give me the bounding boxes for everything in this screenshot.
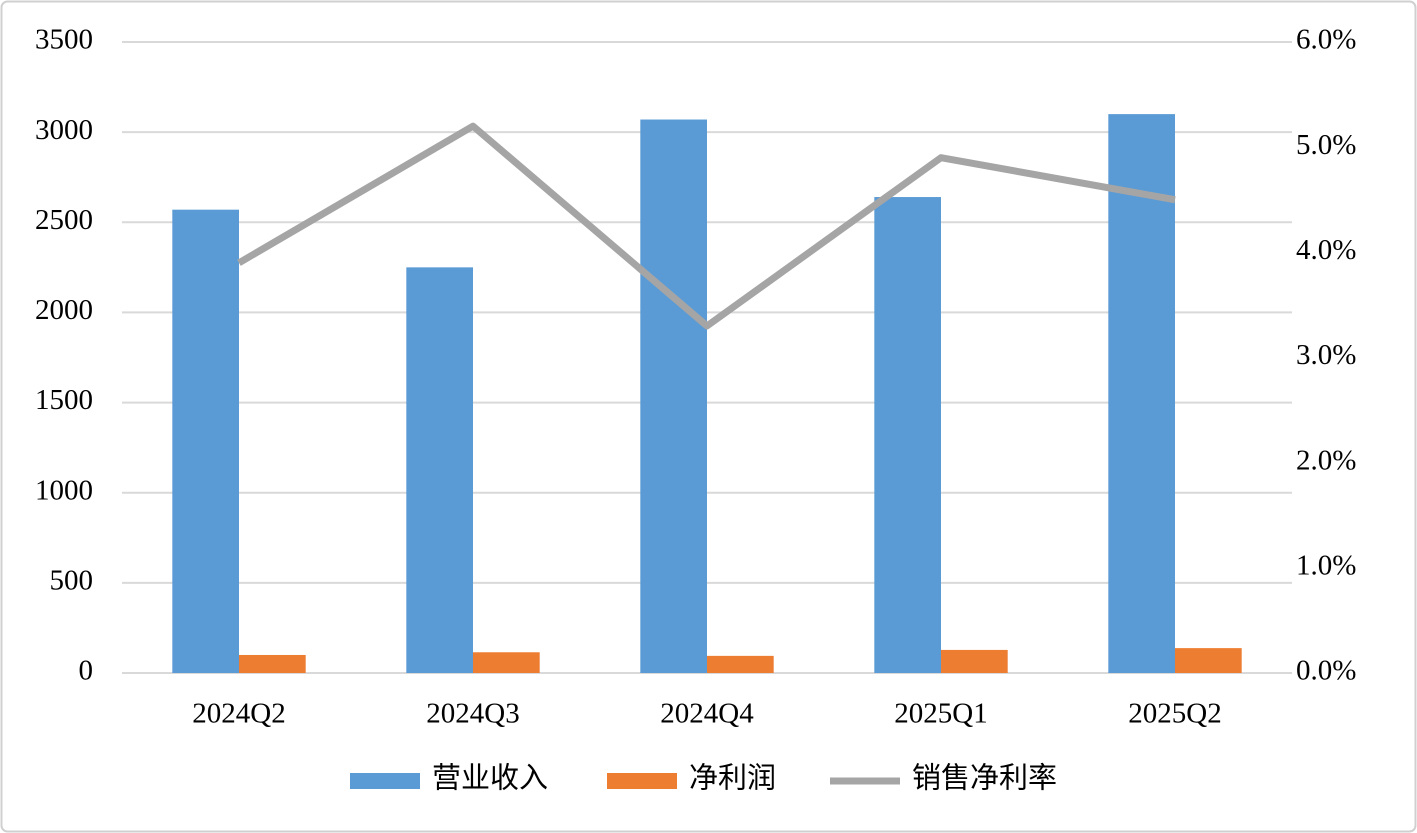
y-tick-label: 1000 <box>35 474 93 506</box>
legend-swatch <box>607 773 677 789</box>
x-tick-label: 2024Q2 <box>192 698 285 730</box>
legend-label: 营业收入 <box>432 762 548 795</box>
y-tick-label: 1500 <box>35 384 93 416</box>
legend-swatch <box>350 773 420 789</box>
x-tick-label: 2025Q2 <box>1128 698 1221 730</box>
y-tick-label: 3500 <box>35 24 93 56</box>
y-tick-label: 0 <box>79 655 94 687</box>
y-tick-label: 3000 <box>35 114 93 146</box>
bar <box>473 652 540 673</box>
bar <box>941 649 1008 673</box>
bar <box>1108 114 1175 674</box>
bar <box>640 119 707 674</box>
x-tick-label: 2024Q4 <box>660 698 754 730</box>
y-tick-label: 2000 <box>35 294 93 326</box>
y2-tick-label: 1.0% <box>1296 549 1356 581</box>
bar <box>707 655 774 673</box>
bar <box>239 654 306 673</box>
line <box>237 122 1176 330</box>
y2-tick-label: 5.0% <box>1296 129 1356 161</box>
bar <box>874 197 941 673</box>
y-tick-label: 2500 <box>35 204 93 236</box>
legend-label: 净利润 <box>689 762 776 795</box>
y-tick-label: 500 <box>50 565 94 597</box>
bar <box>1175 648 1242 673</box>
y2-tick-label: 3.0% <box>1296 339 1356 371</box>
y2-tick-label: 2.0% <box>1296 444 1356 476</box>
y2-tick-label: 4.0% <box>1296 234 1356 266</box>
y2-tick-label: 6.0% <box>1296 24 1356 56</box>
y2-tick-label: 0.0% <box>1296 655 1356 687</box>
x-tick-label: 2024Q3 <box>426 698 519 730</box>
bar <box>406 267 473 673</box>
bar <box>172 209 239 673</box>
legend-label: 销售净利率 <box>912 762 1057 795</box>
x-tick-label: 2025Q1 <box>894 698 987 730</box>
